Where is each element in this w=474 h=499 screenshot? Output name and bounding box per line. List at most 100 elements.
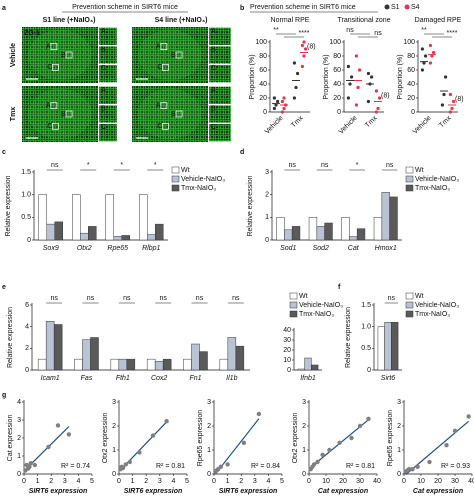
- legend-swatch: [171, 166, 180, 174]
- y-tick-label: 6: [25, 302, 29, 309]
- bar: [373, 217, 383, 241]
- legend-swatch: [405, 310, 414, 318]
- x-tick-label: Cat: [348, 245, 360, 252]
- data-point: [225, 462, 230, 467]
- inset: [208, 123, 232, 142]
- y-tick-label: 1: [112, 447, 116, 454]
- y-axis-label: Proportion (%): [323, 54, 330, 99]
- y-tick-label: 10: [283, 357, 291, 364]
- bar: [377, 326, 385, 371]
- data-point: [374, 89, 378, 93]
- x-tick-label: 0: [22, 478, 26, 485]
- data-point: [450, 106, 454, 111]
- x-tick-label: Tmx: [438, 114, 453, 129]
- x-tick-label: 1: [36, 478, 40, 485]
- region-box: [175, 51, 183, 59]
- inset: [98, 64, 118, 83]
- micrograph: [22, 27, 98, 83]
- inset: [208, 64, 232, 83]
- data-point: [366, 416, 371, 421]
- x-tick-label: 1: [226, 478, 230, 485]
- y-tick-label: 3: [17, 417, 21, 424]
- significance-label: *: [87, 162, 90, 169]
- y-axis-label: Relative expression: [345, 307, 352, 368]
- bar: [162, 358, 172, 371]
- data-point: [272, 96, 276, 100]
- bar: [53, 324, 63, 371]
- y-axis-label: Cat expression: [7, 415, 14, 462]
- x-tick-label: 4: [266, 478, 270, 485]
- bar: [227, 337, 237, 371]
- inset-label: B: [101, 106, 106, 113]
- data-point: [327, 447, 332, 453]
- bar: [72, 194, 81, 241]
- x-tick-label: Fth1: [116, 375, 130, 382]
- region-box: [160, 102, 168, 109]
- y-tick-label: 1: [17, 453, 21, 460]
- significance-label: ns: [386, 162, 394, 169]
- y-tick-label: 1.5: [21, 169, 31, 176]
- region-label: B: [171, 111, 176, 118]
- inset-label: A: [211, 87, 216, 94]
- tissue-glow: [138, 29, 202, 81]
- data-point: [370, 75, 374, 79]
- significance-label: ns: [374, 30, 382, 37]
- region-label: A: [156, 43, 161, 50]
- region-box: [162, 63, 169, 71]
- legend-swatch: [289, 292, 298, 300]
- micrograph: [22, 86, 98, 142]
- significance-label: ns: [288, 162, 296, 169]
- x-tick-label: 20: [434, 478, 442, 485]
- data-point: [337, 440, 342, 445]
- bar: [276, 217, 285, 241]
- x-tick-label: Cox2: [151, 375, 167, 382]
- bar: [80, 232, 89, 241]
- significance-label: *: [356, 162, 359, 169]
- data-point: [292, 96, 296, 100]
- annotation: (8): [307, 43, 316, 50]
- x-tick-label: Vehicle: [264, 115, 285, 136]
- region-box: [162, 122, 169, 130]
- y-tick-label: 40: [283, 327, 291, 334]
- data-point: [428, 43, 432, 48]
- data-point: [378, 96, 382, 100]
- legend-label: Tmx-NaIO₃: [181, 185, 216, 192]
- bar: [88, 226, 97, 241]
- y-tick-label: 0: [287, 367, 291, 374]
- x-tick-label: 40: [468, 478, 474, 485]
- y-tick-label: 2: [265, 192, 269, 199]
- data-point: [348, 82, 352, 86]
- bar: [54, 221, 63, 241]
- regression-line: [214, 418, 260, 475]
- bar: [389, 196, 398, 241]
- y-axis-label: Otx2 expression: [292, 413, 299, 464]
- inset-label: B: [211, 47, 216, 54]
- x-tick-label: 40: [373, 478, 381, 485]
- significance-label: ns: [321, 162, 329, 169]
- x-tick-label: Vehicle: [338, 115, 359, 136]
- y-axis-label: Proportion (%): [249, 54, 256, 99]
- data-point: [440, 103, 444, 107]
- data-point: [444, 443, 449, 448]
- legend-swatch: [405, 175, 414, 183]
- y-tick-label: 0.5: [361, 345, 371, 352]
- bar: [155, 223, 164, 241]
- legend-label: Tmx-NaIO₃: [299, 311, 334, 318]
- region-box: [50, 43, 58, 50]
- bar: [219, 358, 229, 371]
- data-point: [354, 54, 358, 58]
- data-point: [357, 423, 363, 429]
- y-tick-label: 1.0: [361, 324, 371, 331]
- x-tick-label: Tmx: [290, 114, 305, 129]
- data-point: [282, 96, 286, 100]
- y-tick-label: 3: [112, 399, 116, 406]
- y-tick-label: 40: [333, 81, 341, 88]
- x-tick-label: 1: [131, 478, 135, 485]
- bar: [308, 217, 318, 241]
- y-tick-label: 4: [25, 324, 29, 331]
- legend-label: S4: [411, 4, 420, 11]
- y-tick-label: 1: [302, 447, 306, 454]
- data-point: [127, 459, 133, 465]
- data-point: [448, 110, 452, 114]
- panel-label: d: [240, 149, 244, 156]
